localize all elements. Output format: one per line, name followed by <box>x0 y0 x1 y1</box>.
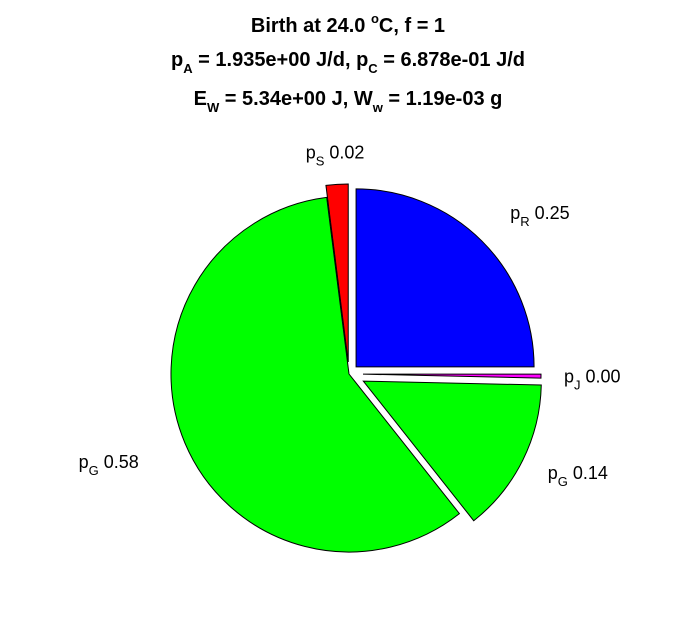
pie-label-g-3: pG 0.58 <box>79 452 139 478</box>
chart-title: Birth at 24.0 oC, f = 1 pA = 1.935e+00 J… <box>171 11 525 115</box>
pie-slice-g-2 <box>362 380 542 522</box>
title-line-3: EW = 5.34e+00 J, Ww = 1.19e-03 g <box>194 88 503 115</box>
pie-slice-r-0 <box>355 188 535 368</box>
pie-slice-g-3 <box>170 196 461 553</box>
pie-label-s-4: pS 0.02 <box>306 142 365 168</box>
pie-slices <box>170 183 542 553</box>
title-line-2: pA = 1.935e+00 J/d, pC = 6.878e-01 J/d <box>171 49 525 76</box>
pie-labels: pR 0.25 pJ 0.00 pG 0.14 pG 0.58 pS 0.02 <box>79 142 621 488</box>
pie-label-j-1: pJ 0.00 <box>564 366 621 392</box>
pie-label-g-2: pG 0.14 <box>548 463 608 489</box>
pie-slice-j-1 <box>362 373 542 379</box>
title-line-1: Birth at 24.0 oC, f = 1 <box>251 11 445 37</box>
pie-label-r-0: pR 0.25 <box>510 203 569 229</box>
pie-slice-s-4 <box>325 183 349 363</box>
